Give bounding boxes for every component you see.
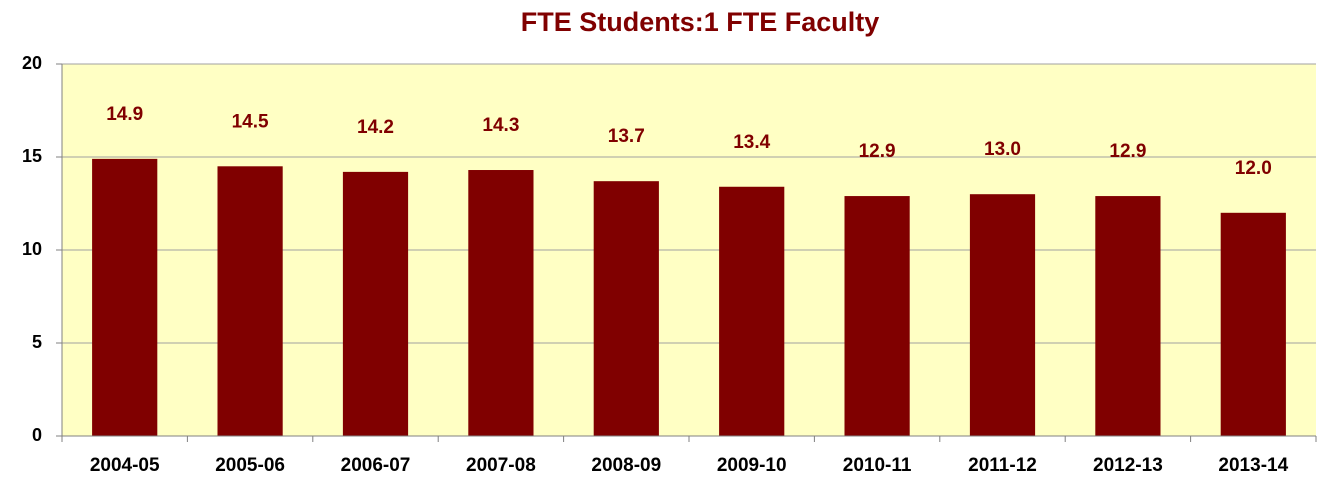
bar bbox=[719, 186, 785, 436]
x-tick-label: 2008-09 bbox=[591, 455, 661, 476]
bar bbox=[593, 181, 659, 436]
y-tick-label: 0 bbox=[32, 425, 42, 445]
x-tick-label: 2013-14 bbox=[1218, 455, 1288, 476]
x-tick-label: 2007-08 bbox=[466, 455, 536, 476]
bar bbox=[1095, 196, 1161, 436]
value-label: 14.2 bbox=[357, 117, 394, 138]
y-tick-label: 15 bbox=[22, 146, 42, 166]
y-tick-label: 5 bbox=[32, 332, 42, 352]
value-label: 13.0 bbox=[984, 139, 1021, 160]
x-tick-label: 2009-10 bbox=[717, 455, 787, 476]
value-label: 12.0 bbox=[1235, 158, 1272, 179]
value-label: 13.4 bbox=[733, 132, 770, 153]
y-tick-label: 20 bbox=[22, 53, 42, 73]
x-tick-label: 2006-07 bbox=[341, 455, 411, 476]
x-tick-label: 2005-06 bbox=[215, 455, 285, 476]
bar bbox=[217, 166, 283, 437]
bar bbox=[1220, 212, 1286, 436]
value-label: 12.9 bbox=[859, 141, 896, 162]
bar bbox=[969, 194, 1036, 436]
bar bbox=[468, 170, 534, 436]
bar bbox=[92, 158, 158, 437]
value-label: 14.3 bbox=[482, 115, 519, 136]
x-tick-label: 2010-11 bbox=[843, 455, 912, 476]
bar bbox=[844, 196, 910, 436]
y-tick-label: 10 bbox=[22, 239, 42, 259]
value-label: 12.9 bbox=[1109, 141, 1146, 162]
x-tick-label: 2004-05 bbox=[90, 455, 160, 476]
x-tick-label: 2012-13 bbox=[1093, 455, 1163, 476]
x-tick-label: 2011-12 bbox=[968, 455, 1037, 476]
value-label: 13.7 bbox=[608, 126, 645, 147]
chart-title: FTE Students:1 FTE Faculty bbox=[521, 7, 880, 37]
value-label: 14.9 bbox=[106, 104, 143, 125]
value-label: 14.5 bbox=[232, 111, 269, 132]
bar bbox=[342, 171, 409, 436]
